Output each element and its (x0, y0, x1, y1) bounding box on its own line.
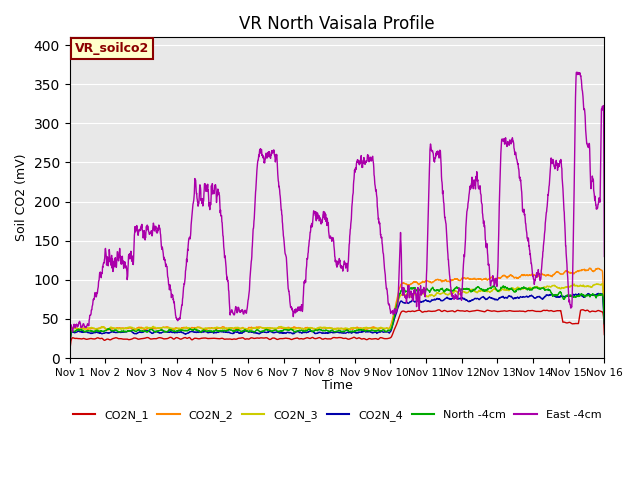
X-axis label: Time: Time (322, 379, 353, 392)
Text: VR_soilco2: VR_soilco2 (75, 42, 149, 55)
Legend: CO2N_1, CO2N_2, CO2N_3, CO2N_4, North -4cm, East -4cm: CO2N_1, CO2N_2, CO2N_3, CO2N_4, North -4… (68, 405, 605, 425)
Title: VR North Vaisala Profile: VR North Vaisala Profile (239, 15, 435, 33)
Y-axis label: Soil CO2 (mV): Soil CO2 (mV) (15, 154, 28, 241)
